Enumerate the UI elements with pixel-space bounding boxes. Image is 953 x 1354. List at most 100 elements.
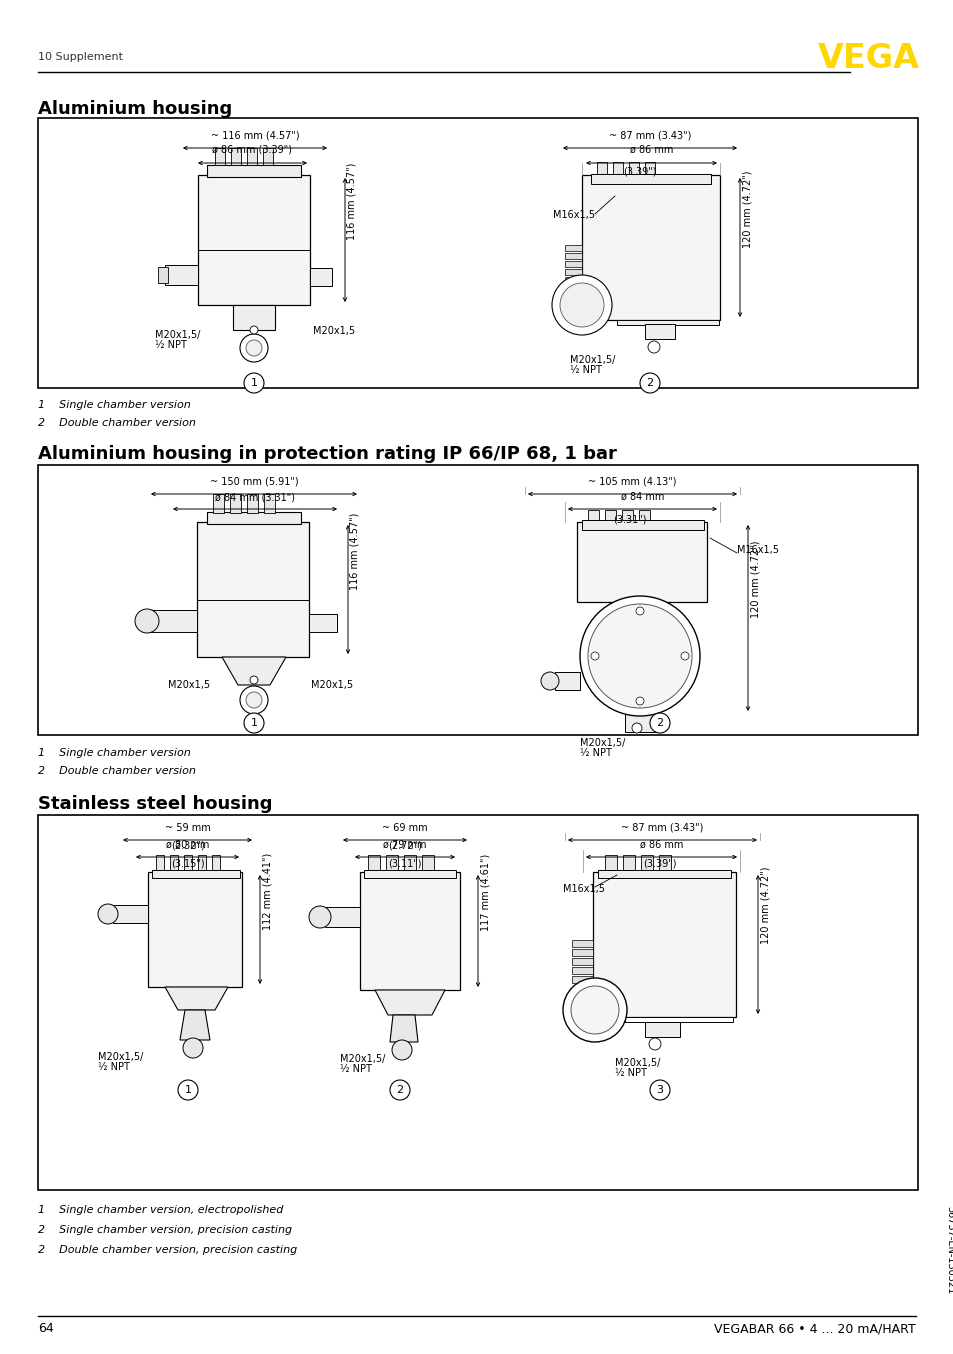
Bar: [564, 245, 581, 250]
Text: ½ NPT: ½ NPT: [154, 340, 187, 349]
Text: (3.11"): (3.11"): [388, 858, 421, 868]
Polygon shape: [222, 657, 286, 685]
Text: 120 mm (4.72"): 120 mm (4.72"): [760, 867, 770, 945]
Bar: [598, 871, 730, 877]
Bar: [233, 305, 274, 330]
Bar: [247, 148, 256, 165]
Text: M16x1,5: M16x1,5: [562, 884, 604, 894]
Bar: [184, 854, 192, 873]
Text: 120 mm (4.72"): 120 mm (4.72"): [750, 540, 760, 617]
Text: M20x1,5: M20x1,5: [313, 326, 355, 336]
Text: M20x1,5/: M20x1,5/: [98, 1052, 143, 1062]
Bar: [264, 494, 274, 513]
Text: 2: 2: [646, 378, 653, 389]
Text: ~ 87 mm (3.43"): ~ 87 mm (3.43"): [608, 130, 691, 139]
Circle shape: [135, 609, 159, 634]
Circle shape: [246, 692, 262, 708]
Text: 117 mm (4.61"): 117 mm (4.61"): [480, 854, 491, 932]
Text: 2    Double chamber version, precision casting: 2 Double chamber version, precision cast…: [38, 1244, 297, 1255]
Bar: [364, 871, 456, 877]
Text: 112 mm (4.41"): 112 mm (4.41"): [263, 852, 273, 929]
Text: Aluminium housing: Aluminium housing: [38, 100, 232, 118]
Bar: [628, 162, 639, 176]
Text: ø 86 mm: ø 86 mm: [629, 145, 673, 154]
Text: M20x1,5: M20x1,5: [311, 680, 353, 691]
Bar: [230, 494, 241, 513]
Bar: [564, 261, 581, 267]
Text: M16x1,5: M16x1,5: [553, 210, 595, 219]
Circle shape: [250, 326, 257, 334]
Circle shape: [98, 904, 118, 923]
Text: 1    Single chamber version, electropolished: 1 Single chamber version, electropolishe…: [38, 1205, 283, 1215]
Circle shape: [244, 372, 264, 393]
Circle shape: [680, 653, 688, 659]
Bar: [659, 854, 670, 873]
Text: ~ 150 mm (5.91"): ~ 150 mm (5.91"): [210, 477, 298, 487]
Circle shape: [392, 1040, 412, 1060]
Text: ½ NPT: ½ NPT: [579, 747, 611, 758]
Text: 116 mm (4.57"): 116 mm (4.57"): [350, 512, 359, 589]
Bar: [152, 871, 240, 877]
Text: 2    Single chamber version, precision casting: 2 Single chamber version, precision cast…: [38, 1225, 292, 1235]
Text: Aluminium housing in protection rating IP 66/IP 68, 1 bar: Aluminium housing in protection rating I…: [38, 445, 617, 463]
Circle shape: [636, 607, 643, 615]
Circle shape: [552, 275, 612, 334]
Circle shape: [649, 714, 669, 733]
Circle shape: [639, 372, 659, 393]
Text: ø 84 mm: ø 84 mm: [620, 492, 663, 502]
Text: (3.31"): (3.31"): [613, 515, 646, 524]
Bar: [231, 148, 241, 165]
Bar: [207, 512, 301, 524]
Circle shape: [590, 653, 598, 659]
Text: 1: 1: [251, 378, 257, 389]
Circle shape: [587, 604, 691, 708]
Text: 1: 1: [184, 1085, 192, 1095]
Circle shape: [240, 686, 268, 714]
Text: 36737-EN-130321: 36737-EN-130321: [944, 1206, 953, 1294]
Text: ½ NPT: ½ NPT: [569, 366, 601, 375]
Circle shape: [559, 283, 603, 328]
Bar: [198, 175, 310, 305]
Bar: [581, 520, 703, 529]
Bar: [572, 949, 593, 956]
Bar: [644, 324, 675, 338]
Text: 10 Supplement: 10 Supplement: [38, 51, 123, 62]
Bar: [604, 854, 617, 873]
Bar: [644, 1022, 679, 1037]
Bar: [196, 523, 309, 657]
Text: (2.32"): (2.32"): [171, 841, 205, 852]
Bar: [622, 854, 635, 873]
Bar: [112, 904, 148, 923]
Bar: [590, 175, 710, 184]
Bar: [147, 611, 196, 632]
Circle shape: [183, 1039, 203, 1057]
Bar: [421, 854, 434, 873]
Circle shape: [246, 340, 262, 356]
Bar: [214, 148, 225, 165]
Text: ½ NPT: ½ NPT: [98, 1062, 130, 1072]
Bar: [403, 854, 416, 873]
Text: VEGA: VEGA: [817, 42, 919, 74]
Bar: [386, 854, 397, 873]
Circle shape: [631, 723, 641, 733]
Bar: [564, 253, 581, 259]
Bar: [613, 162, 622, 176]
Text: 2: 2: [656, 718, 663, 728]
Bar: [38, 815, 917, 1190]
Bar: [310, 268, 332, 286]
Bar: [263, 148, 273, 165]
Bar: [577, 523, 706, 603]
Bar: [597, 162, 606, 176]
Bar: [368, 854, 379, 873]
Text: ø 86 mm: ø 86 mm: [639, 839, 682, 850]
Text: ~ 59 mm: ~ 59 mm: [165, 823, 211, 833]
Bar: [621, 510, 633, 524]
Text: Stainless steel housing: Stainless steel housing: [38, 795, 273, 812]
Circle shape: [571, 986, 618, 1034]
Text: ~ 87 mm (3.43"): ~ 87 mm (3.43"): [620, 823, 703, 833]
Circle shape: [562, 978, 626, 1043]
Text: ø 84 mm (3.31"): ø 84 mm (3.31"): [214, 492, 294, 502]
Text: ½ NPT: ½ NPT: [339, 1064, 372, 1074]
Text: (2.72"): (2.72"): [388, 841, 421, 852]
Bar: [359, 872, 459, 990]
